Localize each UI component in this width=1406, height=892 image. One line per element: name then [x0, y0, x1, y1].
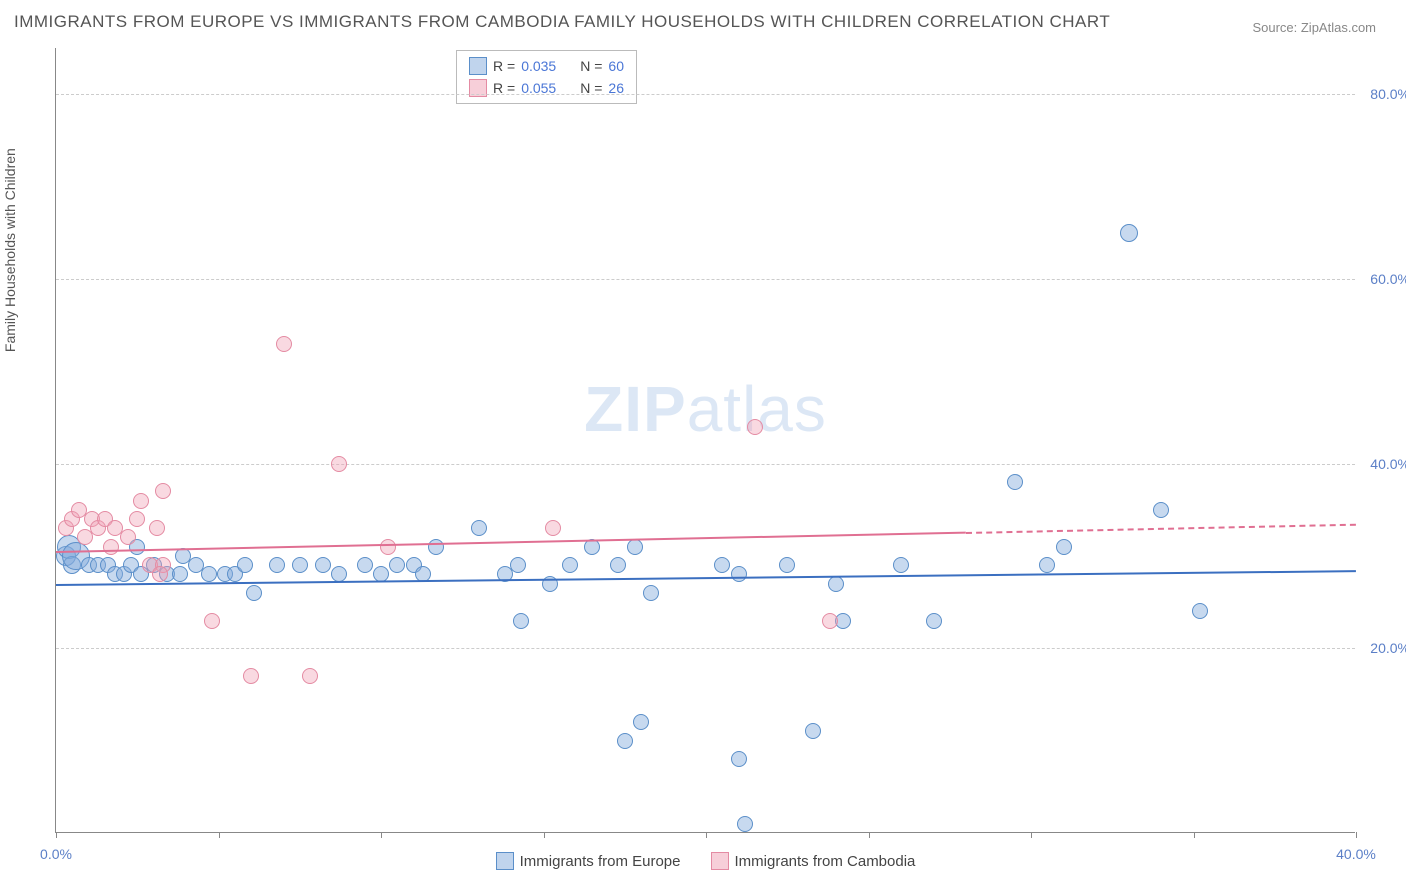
data-point	[627, 539, 643, 555]
data-point	[389, 557, 405, 573]
data-point	[747, 419, 763, 435]
grid-line	[56, 279, 1355, 280]
data-point	[805, 723, 821, 739]
source-label: Source: ZipAtlas.com	[1252, 20, 1376, 35]
data-point	[1039, 557, 1055, 573]
data-point	[779, 557, 795, 573]
data-point	[237, 557, 253, 573]
data-point	[246, 585, 262, 601]
trend-line-dashed	[966, 524, 1356, 534]
data-point	[120, 529, 136, 545]
data-point	[610, 557, 626, 573]
data-point	[302, 668, 318, 684]
data-point	[276, 336, 292, 352]
legend-stats: R = 0.035 N = 60 R = 0.055 N = 26	[456, 50, 637, 104]
data-point	[292, 557, 308, 573]
data-point	[737, 816, 753, 832]
data-point	[822, 613, 838, 629]
grid-line	[56, 94, 1355, 95]
x-tick	[219, 832, 220, 838]
data-point	[1192, 603, 1208, 619]
data-point	[269, 557, 285, 573]
trend-line	[56, 532, 966, 553]
legend-stat-row: R = 0.055 N = 26	[469, 77, 624, 99]
data-point	[731, 751, 747, 767]
r-value: 0.055	[521, 77, 556, 99]
legend-stat-row: R = 0.035 N = 60	[469, 55, 624, 77]
data-point	[510, 557, 526, 573]
data-point	[562, 557, 578, 573]
data-point	[428, 539, 444, 555]
grid-line	[56, 648, 1355, 649]
data-point	[129, 511, 145, 527]
data-point	[643, 585, 659, 601]
data-point	[149, 520, 165, 536]
x-tick-label: 0.0%	[40, 846, 72, 862]
x-tick	[1194, 832, 1195, 838]
legend-item: Immigrants from Europe	[496, 852, 681, 870]
data-point	[731, 566, 747, 582]
y-tick-label: 80.0%	[1360, 86, 1406, 102]
x-tick	[56, 832, 57, 838]
watermark: ZIPatlas	[584, 372, 827, 446]
x-tick-label: 40.0%	[1336, 846, 1376, 862]
x-tick	[869, 832, 870, 838]
data-point	[471, 520, 487, 536]
legend-swatch	[496, 852, 514, 870]
data-point	[513, 613, 529, 629]
data-point	[380, 539, 396, 555]
data-point	[617, 733, 633, 749]
n-label: N =	[580, 77, 602, 99]
y-tick-label: 20.0%	[1360, 640, 1406, 656]
r-label: R =	[493, 55, 515, 77]
data-point	[714, 557, 730, 573]
x-tick	[1031, 832, 1032, 838]
data-point	[204, 613, 220, 629]
data-point	[828, 576, 844, 592]
r-label: R =	[493, 77, 515, 99]
data-point	[103, 539, 119, 555]
n-label: N =	[580, 55, 602, 77]
data-point	[133, 493, 149, 509]
legend-swatch	[711, 852, 729, 870]
data-point	[1153, 502, 1169, 518]
x-tick	[381, 832, 382, 838]
data-point	[357, 557, 373, 573]
y-tick-label: 60.0%	[1360, 271, 1406, 287]
data-point	[926, 613, 942, 629]
y-axis-label: Family Households with Children	[2, 148, 18, 352]
legend-swatch	[469, 57, 487, 75]
r-value: 0.035	[521, 55, 556, 77]
data-point	[172, 566, 188, 582]
data-point	[1120, 224, 1138, 242]
data-point	[1007, 474, 1023, 490]
grid-line	[56, 464, 1355, 465]
x-tick	[544, 832, 545, 838]
data-point	[633, 714, 649, 730]
n-value: 26	[608, 77, 624, 99]
data-point	[152, 566, 168, 582]
data-point	[893, 557, 909, 573]
data-point	[545, 520, 561, 536]
chart-title: IMMIGRANTS FROM EUROPE VS IMMIGRANTS FRO…	[14, 12, 1110, 32]
trend-line	[56, 570, 1356, 586]
legend-label: Immigrants from Europe	[520, 853, 681, 870]
data-point	[243, 668, 259, 684]
data-point	[331, 456, 347, 472]
legend-label: Immigrants from Cambodia	[735, 853, 916, 870]
data-point	[201, 566, 217, 582]
n-value: 60	[608, 55, 624, 77]
data-point	[155, 483, 171, 499]
legend-series: Immigrants from Europe Immigrants from Ca…	[56, 852, 1355, 870]
legend-item: Immigrants from Cambodia	[711, 852, 916, 870]
data-point	[1056, 539, 1072, 555]
plot-area: ZIPatlas R =0.035N =60R =0.055N =26 Immi…	[55, 48, 1355, 833]
x-tick	[1356, 832, 1357, 838]
x-tick	[706, 832, 707, 838]
data-point	[315, 557, 331, 573]
y-tick-label: 40.0%	[1360, 456, 1406, 472]
